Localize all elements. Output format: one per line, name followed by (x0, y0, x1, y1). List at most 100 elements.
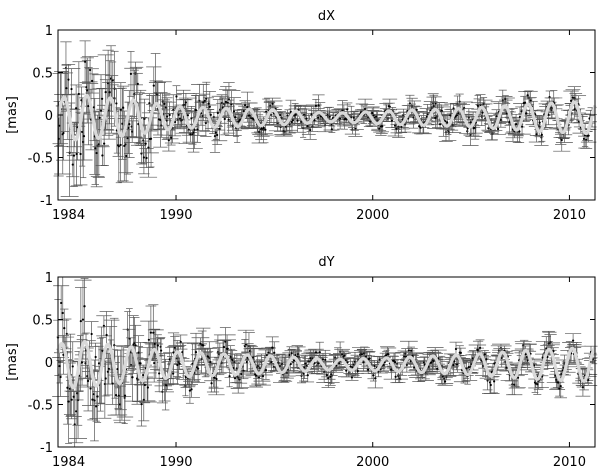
data-point (106, 370, 110, 373)
data-point (587, 134, 590, 137)
data-point (309, 128, 312, 132)
data-point (58, 364, 61, 368)
data-point (129, 72, 133, 76)
data-point (213, 376, 216, 379)
data-point (458, 100, 461, 103)
data-point (189, 133, 192, 136)
data-point (283, 130, 286, 133)
data-point (368, 357, 371, 360)
data-point (226, 347, 229, 351)
data-point (237, 120, 240, 123)
data-point (560, 138, 563, 142)
fit-curve (56, 94, 597, 142)
data-point (229, 355, 232, 358)
data-point (210, 382, 213, 385)
data-point (147, 146, 150, 149)
data-point (67, 400, 70, 403)
data-point (71, 163, 74, 166)
data-point (525, 112, 528, 115)
data-point (518, 115, 522, 119)
data-point (94, 355, 97, 359)
data-point (264, 369, 268, 372)
data-point (455, 114, 459, 117)
data-point (149, 137, 153, 140)
data-point (170, 136, 173, 139)
data-point (216, 111, 219, 115)
data-point (94, 147, 97, 150)
data-point (415, 108, 418, 111)
data-point (75, 107, 78, 110)
data-point (196, 367, 200, 370)
data-point (152, 84, 155, 87)
y-axis-label: [mas] (5, 343, 20, 381)
data-point (538, 121, 541, 124)
data-point (139, 362, 142, 365)
data-point (202, 344, 205, 347)
data-point (499, 118, 502, 122)
data-point (352, 116, 355, 119)
data-point (262, 126, 265, 130)
data-point (99, 109, 103, 112)
data-point (81, 130, 84, 134)
data-point (203, 99, 206, 102)
data-point (436, 367, 439, 370)
data-point (143, 383, 147, 387)
data-point (387, 352, 390, 356)
data-point (134, 344, 137, 347)
data-point (160, 124, 163, 127)
data-point (144, 142, 147, 145)
data-point (173, 120, 177, 124)
data-point (142, 373, 145, 377)
data-point (443, 380, 447, 383)
data-point (104, 91, 107, 94)
data-point (172, 372, 175, 375)
data-point (505, 112, 508, 115)
data-point (270, 361, 273, 364)
y-tick-label: -0.5 (28, 399, 53, 414)
data-point (459, 351, 462, 354)
data-point (346, 361, 349, 364)
data-point (207, 102, 210, 105)
data-point (536, 383, 539, 386)
data-point (371, 111, 374, 115)
data-point (582, 137, 586, 140)
data-point (145, 156, 148, 160)
data-point (131, 130, 134, 133)
data-point (103, 142, 106, 145)
data-point (273, 351, 276, 354)
data-point (352, 363, 355, 366)
data-point (119, 108, 122, 112)
data-point (321, 358, 325, 361)
data-point (288, 353, 291, 357)
data-point (452, 363, 455, 367)
data-point (80, 361, 84, 364)
data-point (163, 102, 166, 105)
data-point (209, 360, 212, 364)
data-point (419, 126, 422, 129)
data-point (271, 346, 274, 349)
data-point (378, 127, 381, 130)
data-point (101, 97, 104, 100)
data-point (261, 374, 265, 378)
data-point (117, 145, 120, 148)
data-point (467, 366, 470, 369)
panel-dx: dX [mas] -1 -0.5 0 0.5 1 1984 1990 2000 2010 (5, 9, 597, 223)
data-point (390, 119, 394, 122)
data-point (159, 118, 162, 122)
data-point (156, 344, 159, 347)
data-point (330, 128, 333, 131)
data-point (356, 369, 359, 373)
data-point (243, 104, 247, 107)
data-point (221, 106, 224, 109)
observations-layer (52, 277, 598, 447)
data-point (304, 362, 307, 365)
data-point (188, 389, 192, 392)
data-point (115, 102, 118, 105)
data-point (178, 362, 181, 365)
data-point (378, 358, 381, 361)
data-point (325, 373, 329, 377)
data-point (485, 358, 488, 361)
data-point (147, 338, 150, 341)
data-point (246, 106, 249, 109)
